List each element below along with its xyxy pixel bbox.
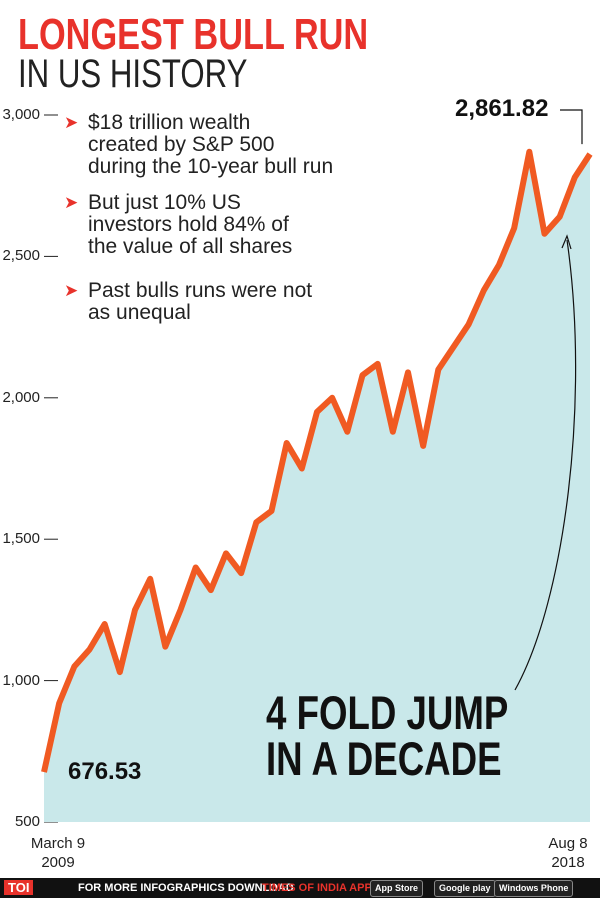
x-tick-label: March 9 2009 — [30, 835, 86, 871]
badge[interactable]: App Store — [370, 880, 424, 897]
note: $18 trillion wealth created by S&P 500 d… — [64, 112, 418, 178]
footer-app: TIMES OF INDIA APP — [262, 882, 372, 894]
arrow-head — [561, 234, 572, 250]
y-tick-label: 2,500 — [2, 247, 40, 265]
y-tick-label: 3,000 — [2, 106, 40, 123]
title: LONGEST BULL RUN — [18, 10, 369, 59]
footer-text: FOR MORE INFOGRAPHICS DOWNLOAD — [78, 882, 294, 894]
value-label: 676.53 — [68, 758, 142, 786]
annotation: 4 FOLD JUMP IN A DECADE — [266, 686, 509, 785]
note: Past bulls runs were not as unequal — [64, 280, 418, 324]
line — [41, 148, 593, 773]
badge[interactable]: Windows Phone — [494, 880, 574, 897]
footer: TOI FOR MORE INFOGRAPHICS DOWNLOAD TIMES… — [0, 878, 600, 898]
area — [44, 151, 590, 822]
x-tick-label: Aug 8 2018 — [548, 835, 588, 871]
badge[interactable]: Google play — [434, 880, 496, 897]
leader-line — [560, 109, 583, 145]
subtitle: IN US HISTORY — [18, 52, 248, 96]
y-tick-label: 500 — [14, 813, 40, 830]
y-tick-label: 1,500 — [2, 530, 40, 548]
value-label: 2,861.82 — [455, 95, 549, 122]
arrow — [514, 239, 577, 691]
note: But just 10% US investors hold 84% of th… — [64, 192, 418, 258]
y-tick-label: 1,000 — [2, 671, 40, 689]
chart — [41, 109, 593, 823]
y-tick-label: 2,000 — [2, 388, 40, 406]
brand: TOI — [4, 880, 34, 895]
